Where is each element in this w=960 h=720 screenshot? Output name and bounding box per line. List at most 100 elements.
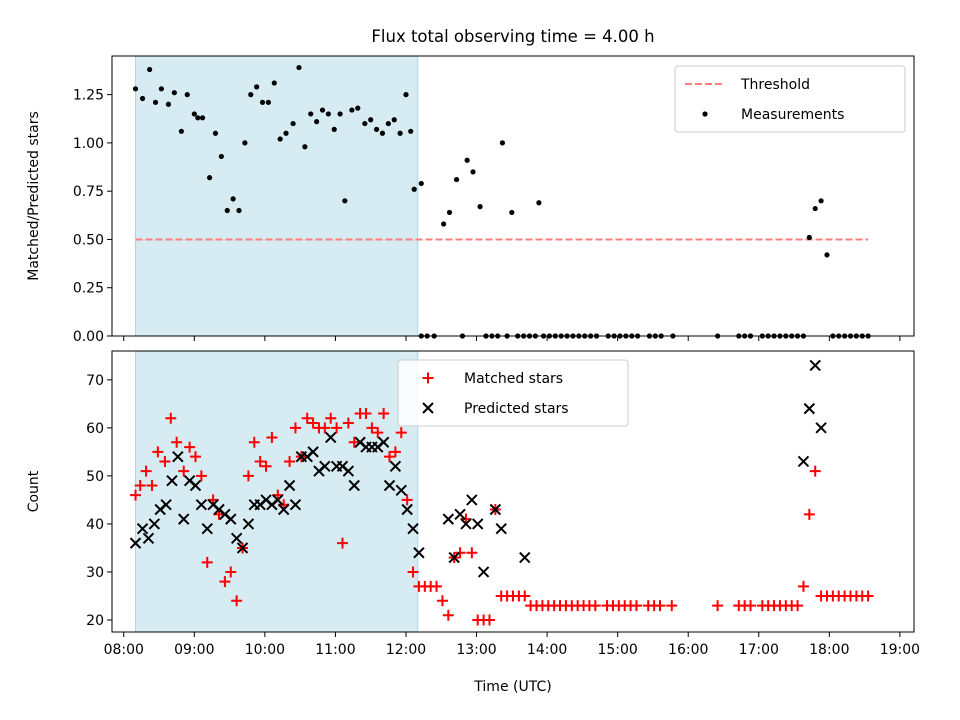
matched-point (242, 470, 254, 482)
matched-point (431, 580, 443, 592)
measurement-point (349, 107, 355, 113)
x-tick-label: 14:00 (527, 642, 567, 658)
measurement-point (368, 117, 374, 123)
x-axis-label: Time (UTC) (473, 679, 551, 695)
measurement-point (265, 99, 272, 105)
shaded-interval (135, 55, 419, 337)
measurement-point (446, 209, 453, 216)
matched-point (266, 431, 278, 443)
x-tick-label: 13:00 (456, 642, 496, 658)
matched-point (803, 508, 815, 520)
matched-point (178, 465, 190, 477)
measurement-point (242, 140, 248, 146)
matched-point (146, 479, 158, 491)
legend-measurement-swatch (702, 111, 708, 117)
predicted-point (230, 532, 243, 545)
predicted-point (172, 450, 184, 463)
predicted-point (319, 460, 331, 472)
matched-point (654, 600, 666, 612)
predicted-point (477, 566, 490, 578)
predicted-point (142, 532, 155, 545)
measurement-point (230, 196, 236, 202)
measurement-point (147, 66, 153, 73)
predicted-point (348, 479, 360, 492)
matched-point (301, 412, 313, 424)
measurement-point (171, 90, 177, 96)
legend-predicted-swatch (422, 402, 434, 414)
matched-point (792, 600, 804, 612)
matched-point (184, 441, 196, 453)
matched-point (589, 600, 601, 612)
matched-point (130, 489, 142, 501)
y-tick-label: 70 (86, 373, 104, 389)
predicted-point (242, 518, 255, 530)
matched-point (372, 427, 384, 439)
measurement-point (342, 198, 348, 204)
predicted-point (289, 499, 302, 511)
measurement-point (277, 136, 283, 142)
predicted-point (342, 465, 355, 477)
matched-point (401, 494, 413, 506)
predicted-point (472, 518, 484, 530)
matched-point (201, 556, 213, 568)
y-tick-label: 0.50 (73, 232, 104, 248)
measurement-point (248, 92, 254, 98)
measurement-point (283, 130, 289, 136)
predicted-point (236, 542, 249, 554)
matched-point (225, 566, 237, 578)
matched-point (395, 427, 407, 439)
figure-title: Flux total observing time = 4.00 h (371, 27, 654, 46)
measurement-point (152, 99, 159, 105)
measurement-point (271, 80, 277, 86)
predicted-point (815, 422, 827, 434)
predicted-point (803, 402, 816, 415)
predicted-point (383, 479, 396, 492)
matched-point (666, 600, 678, 612)
matched-point (745, 600, 757, 612)
predicted-point (129, 537, 142, 549)
measurement-point (212, 130, 219, 136)
measurement-point (302, 144, 308, 150)
predicted-point (189, 479, 202, 492)
predicted-point (148, 518, 161, 530)
matched-point (165, 412, 177, 424)
legend-label: Matched stars (464, 371, 563, 387)
matched-point (336, 537, 348, 549)
x-tick-label: 17:00 (739, 642, 779, 658)
measurement-point (325, 111, 331, 117)
matched-point (809, 465, 821, 477)
predicted-point (797, 455, 810, 468)
x-tick-label: 18:00 (809, 642, 849, 658)
matched-point (140, 465, 152, 477)
predicted-point (307, 446, 319, 458)
x-tick-label: 19:00 (880, 642, 920, 658)
y-tick-label: 40 (86, 517, 104, 533)
measurement-point (296, 64, 302, 71)
matched-point (134, 479, 146, 491)
matched-point (231, 595, 243, 607)
measurement-point (132, 86, 139, 92)
matched-point (319, 422, 331, 434)
y-axis-label: Count (26, 470, 42, 512)
measurement-point (319, 107, 326, 113)
measurement-point (362, 120, 368, 127)
predicted-point (466, 494, 478, 506)
predicted-point (195, 499, 208, 511)
matched-point (248, 436, 260, 448)
axes-frame (111, 350, 915, 633)
predicted-point (809, 359, 821, 372)
matched-point (466, 547, 478, 559)
predicted-point (225, 513, 237, 525)
y-tick-label: 1.00 (73, 136, 104, 152)
measurement-point (411, 186, 417, 192)
predicted-point (460, 518, 472, 530)
y-tick-label: 1.25 (73, 88, 104, 104)
matched-point (307, 417, 319, 429)
y-tick-label: 0.25 (73, 281, 104, 297)
x-tick-label: 12:00 (386, 642, 426, 658)
predicted-point (489, 503, 502, 516)
matched-point (483, 614, 495, 626)
measurement-point (379, 130, 386, 136)
matched-point (378, 407, 390, 419)
matched-point (454, 547, 466, 559)
